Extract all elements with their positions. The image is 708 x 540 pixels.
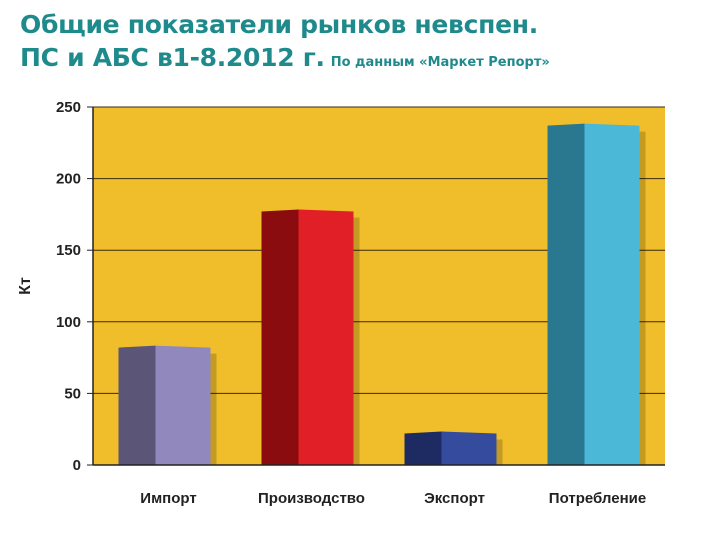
x-category-label: Экспорт [424,490,485,507]
x-category-labels: Импорт Производство Экспорт Потребление [140,490,646,507]
x-category-label: Производство [258,490,365,507]
bar [547,123,646,465]
y-tick-label: 0 [73,457,81,474]
y-tick-label: 100 [56,314,81,331]
bar-front-face [584,123,640,465]
bar-side-face [261,209,299,465]
chart-title-line2: ПС и АБС в1-8.2012 г. По данным «Маркет Р… [20,43,550,72]
axes [92,107,665,466]
chart-title-line1: Общие показатели рынков невспен. [20,10,538,39]
chart-title-line2-text: ПС и АБС в1-8.2012 г. [20,43,325,72]
bar [404,431,503,465]
bar-front-face [298,209,354,465]
x-category-label: Потребление [549,490,646,507]
y-tick-label: 250 [56,99,81,116]
bar-front-face [155,345,211,465]
bar [261,209,360,465]
source-note: По данным «Маркет Репорт» [330,55,550,70]
bar [118,345,217,465]
x-category-label: Импорт [140,490,196,507]
bar-front-face [441,431,497,465]
bar-side-face [404,431,442,465]
bars [118,123,646,465]
y-axis-label: Кт [17,277,34,295]
y-tick-labels: 0 50 100 150 200 250 [56,99,81,474]
y-tick-label: 150 [56,242,81,259]
bar-side-face [118,345,156,465]
y-tick-label: 50 [64,385,81,402]
y-tick-label: 200 [56,171,81,188]
bar-side-face [547,123,585,465]
